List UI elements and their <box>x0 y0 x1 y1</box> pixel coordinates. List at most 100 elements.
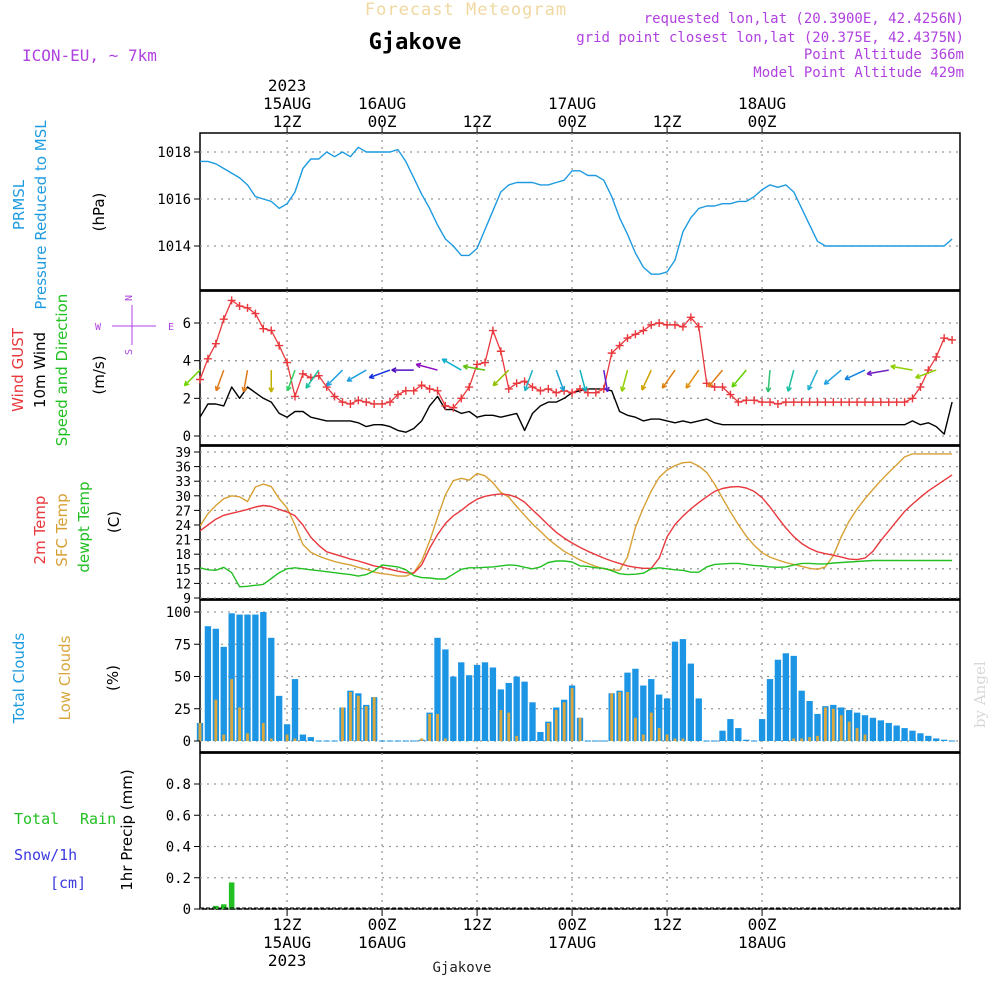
low-cloud-bar <box>198 722 202 741</box>
x-time-label-top: 12Z <box>653 112 682 131</box>
y-tick-label: 36 <box>175 461 191 476</box>
low-cloud-bar <box>562 702 566 741</box>
y-tick-label: 0 <box>183 429 191 445</box>
clouds-unit: (%) <box>104 665 122 691</box>
x-year-label-top: 2023 <box>268 76 307 95</box>
model-label: ICON-EU, ~ 7km <box>22 46 157 65</box>
gust-marker <box>496 347 505 356</box>
wind-arrow-head <box>915 373 921 379</box>
gust-marker <box>330 392 339 401</box>
gust-marker <box>639 326 648 335</box>
wind-arrow-head <box>844 374 851 381</box>
total-cloud-bar <box>782 653 789 741</box>
gust-marker <box>686 313 695 322</box>
gust-marker <box>750 396 759 405</box>
total-cloud-bar <box>933 738 940 741</box>
gust-marker <box>267 326 276 335</box>
gust-marker <box>536 386 545 395</box>
wind-arrow-head <box>268 387 275 393</box>
low-cloud-bar <box>792 738 796 741</box>
gust-marker <box>892 398 901 407</box>
gust-marker <box>370 399 379 408</box>
wind-arrow-head <box>368 373 375 379</box>
wind-arrow-head <box>685 383 691 389</box>
gust-marker <box>520 377 529 386</box>
gust-marker <box>805 398 814 407</box>
wind-arrow-head <box>707 381 714 388</box>
gust-marker <box>908 394 917 403</box>
wind-arrow-head <box>415 362 422 369</box>
total-cloud-bar <box>212 628 219 741</box>
wind-direction-arrow <box>555 369 565 392</box>
total-cloud-bar <box>299 734 307 741</box>
low-cloud-bar <box>649 712 653 741</box>
low-cloud-bar <box>499 710 503 741</box>
y-tick-label: 50 <box>174 670 191 686</box>
gust-marker <box>694 322 703 331</box>
gust-marker <box>544 384 553 393</box>
grid-point-coords: grid point closest lon,lat (20.375E, 42.… <box>576 30 964 46</box>
gust-marker <box>291 392 299 401</box>
low-cloud-bar <box>610 693 614 741</box>
x-time-label-top: 00Z <box>748 112 777 131</box>
low-cloud-bar <box>570 688 574 741</box>
total-cloud-bar <box>853 712 861 741</box>
gust-marker <box>481 358 489 367</box>
total-cloud-bar <box>537 731 544 741</box>
compass-e: E <box>168 322 174 333</box>
location-title: Gjakove <box>369 30 462 55</box>
wind-direction-arrow <box>685 369 700 389</box>
x-time-label-top: 00Z <box>368 112 397 131</box>
total-cloud-bar <box>434 637 441 741</box>
total-cloud-bar <box>529 702 536 741</box>
panel-frame <box>199 445 961 600</box>
x-date-label-top: 15AUG <box>263 94 311 113</box>
total-cloud-bar <box>473 664 481 741</box>
low-cloud-bar <box>341 707 344 741</box>
low-cloud-bar <box>657 728 661 741</box>
total-cloud-bar <box>885 722 892 741</box>
total-cloud-bar <box>252 614 259 741</box>
y-tick-label: 0.6 <box>166 808 191 824</box>
total-cloud-bar <box>648 679 655 741</box>
gust-marker <box>940 334 949 343</box>
gust-marker <box>473 360 482 369</box>
total-cloud-bar <box>925 735 932 741</box>
x-time-label-bottom: 12Z <box>463 915 492 934</box>
gust-marker <box>591 388 600 397</box>
wind-direction-arrow <box>346 369 367 382</box>
panel-frames <box>199 132 961 910</box>
wind-direction-arrow <box>621 369 629 392</box>
x-date-label-bottom: 17AUG <box>548 933 596 952</box>
wind-arrow-head <box>823 379 830 385</box>
total-cloud-bar <box>687 663 694 741</box>
gust-marker <box>663 320 672 329</box>
gust-marker <box>441 401 450 410</box>
total-cloud-bar <box>513 676 520 741</box>
pressure-label-line1: PRMSL <box>10 179 28 230</box>
pressure-label-line2: Pressure Reduced to MSL <box>32 120 50 310</box>
wind-arrow-head <box>890 364 896 370</box>
y-tick-label: 25 <box>174 702 191 718</box>
total-cloud-bar <box>774 659 782 741</box>
wind-direction-arrow <box>441 358 462 371</box>
y-tick-label: 1014 <box>157 239 191 255</box>
x-time-label-bottom: 00Z <box>558 915 587 934</box>
x-time-label-top: 12Z <box>273 112 302 131</box>
low-cloud-bar <box>839 715 843 741</box>
low-cloud-bar <box>578 717 582 741</box>
rain-bar <box>213 905 219 909</box>
wind-direction-arrow <box>463 365 486 371</box>
wind-direction-arrow <box>369 369 391 379</box>
wind-arrow-head <box>523 385 530 392</box>
total-cloud-bar <box>220 646 227 741</box>
gust-marker <box>227 296 236 305</box>
temp-unit: (C) <box>105 511 123 533</box>
gust-marker <box>868 398 877 407</box>
total-cloud-bar <box>489 667 497 741</box>
x-date-label-top: 18AUG <box>738 94 786 113</box>
gust-marker <box>512 379 521 388</box>
total-cloud-bar <box>798 690 805 741</box>
wind-direction-arrow <box>326 369 344 387</box>
x-time-label-bottom: 00Z <box>368 915 397 934</box>
